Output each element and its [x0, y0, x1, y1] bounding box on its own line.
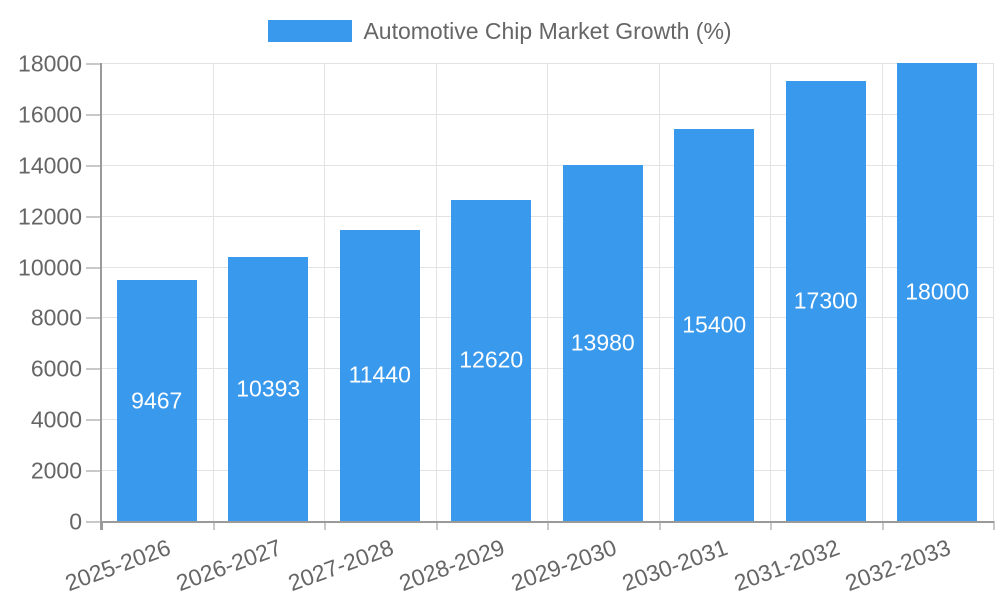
x-tick-mark	[881, 521, 884, 530]
y-tick-label: 8000	[30, 304, 82, 331]
y-tick-label: 2000	[30, 457, 82, 484]
bar-value-label: 10393	[236, 375, 301, 402]
y-tick-mark	[86, 266, 101, 269]
bar[interactable]: 18000	[897, 63, 978, 521]
bar-value-label: 11440	[348, 361, 411, 388]
chart-legend[interactable]: Automotive Chip Market Growth (%)	[0, 17, 1000, 45]
bar[interactable]: 11440	[339, 229, 420, 521]
x-tick-label: 2030-2031	[618, 534, 732, 597]
y-tick-mark	[86, 521, 101, 523]
y-tick-label: 12000	[18, 203, 82, 230]
y-tick-mark	[86, 368, 101, 371]
y-axis-line	[100, 63, 102, 530]
y-tick-label: 0	[69, 508, 82, 535]
bar[interactable]: 12620	[451, 199, 532, 521]
x-axis-line	[100, 521, 994, 523]
y-tick-label: 14000	[18, 152, 82, 179]
y-tick-mark	[86, 63, 101, 65]
x-tick-label: 2026-2027	[172, 534, 286, 597]
y-tick-mark	[86, 215, 101, 218]
bar-value-label: 9467	[131, 387, 183, 414]
bar-value-label: 15400	[682, 311, 747, 338]
x-tick-label: 2025-2026	[61, 534, 174, 597]
x-tick-label: 2029-2030	[507, 534, 620, 597]
x-tick-mark	[212, 521, 215, 530]
y-tick-label: 10000	[18, 254, 82, 281]
bar[interactable]: 15400	[674, 129, 755, 521]
x-tick-mark	[993, 521, 995, 530]
v-gridline	[547, 63, 548, 521]
x-tick-mark	[658, 521, 661, 530]
legend-label: Automotive Chip Market Growth (%)	[363, 17, 732, 44]
v-gridline	[770, 63, 771, 521]
y-tick-mark	[86, 113, 101, 116]
v-gridline	[324, 63, 325, 521]
x-tick-label: 2032-2033	[841, 534, 955, 597]
legend-swatch	[268, 20, 353, 42]
x-tick-mark	[101, 521, 103, 530]
bar[interactable]: 10393	[228, 256, 309, 521]
v-gridline	[212, 63, 214, 521]
y-tick-mark	[86, 470, 101, 473]
bar-value-label: 13980	[570, 329, 635, 356]
y-tick-label: 4000	[30, 406, 82, 433]
v-gridline	[993, 63, 994, 521]
bar[interactable]: 13980	[562, 165, 643, 521]
y-tick-label: 16000	[18, 101, 82, 128]
x-tick-label: 2031-2032	[730, 534, 843, 597]
y-tick-mark	[86, 164, 101, 167]
bar[interactable]: 9467	[116, 280, 197, 521]
bar-value-label: 17300	[793, 287, 858, 314]
x-tick-mark	[547, 521, 549, 530]
y-tick-label: 18000	[18, 50, 82, 77]
v-gridline	[435, 63, 437, 521]
x-tick-mark	[324, 521, 326, 530]
bar[interactable]: 17300	[785, 80, 866, 521]
x-tick-label: 2027-2028	[284, 534, 397, 597]
x-tick-label: 2028-2029	[395, 534, 509, 597]
x-tick-mark	[770, 521, 772, 530]
bar-value-label: 12620	[459, 346, 524, 373]
v-gridline	[658, 63, 660, 521]
y-tick-label: 6000	[30, 355, 82, 382]
y-tick-mark	[86, 317, 101, 320]
bar-value-label: 18000	[905, 278, 970, 305]
v-gridline	[881, 63, 883, 521]
x-tick-mark	[435, 521, 438, 530]
y-tick-mark	[86, 419, 101, 422]
